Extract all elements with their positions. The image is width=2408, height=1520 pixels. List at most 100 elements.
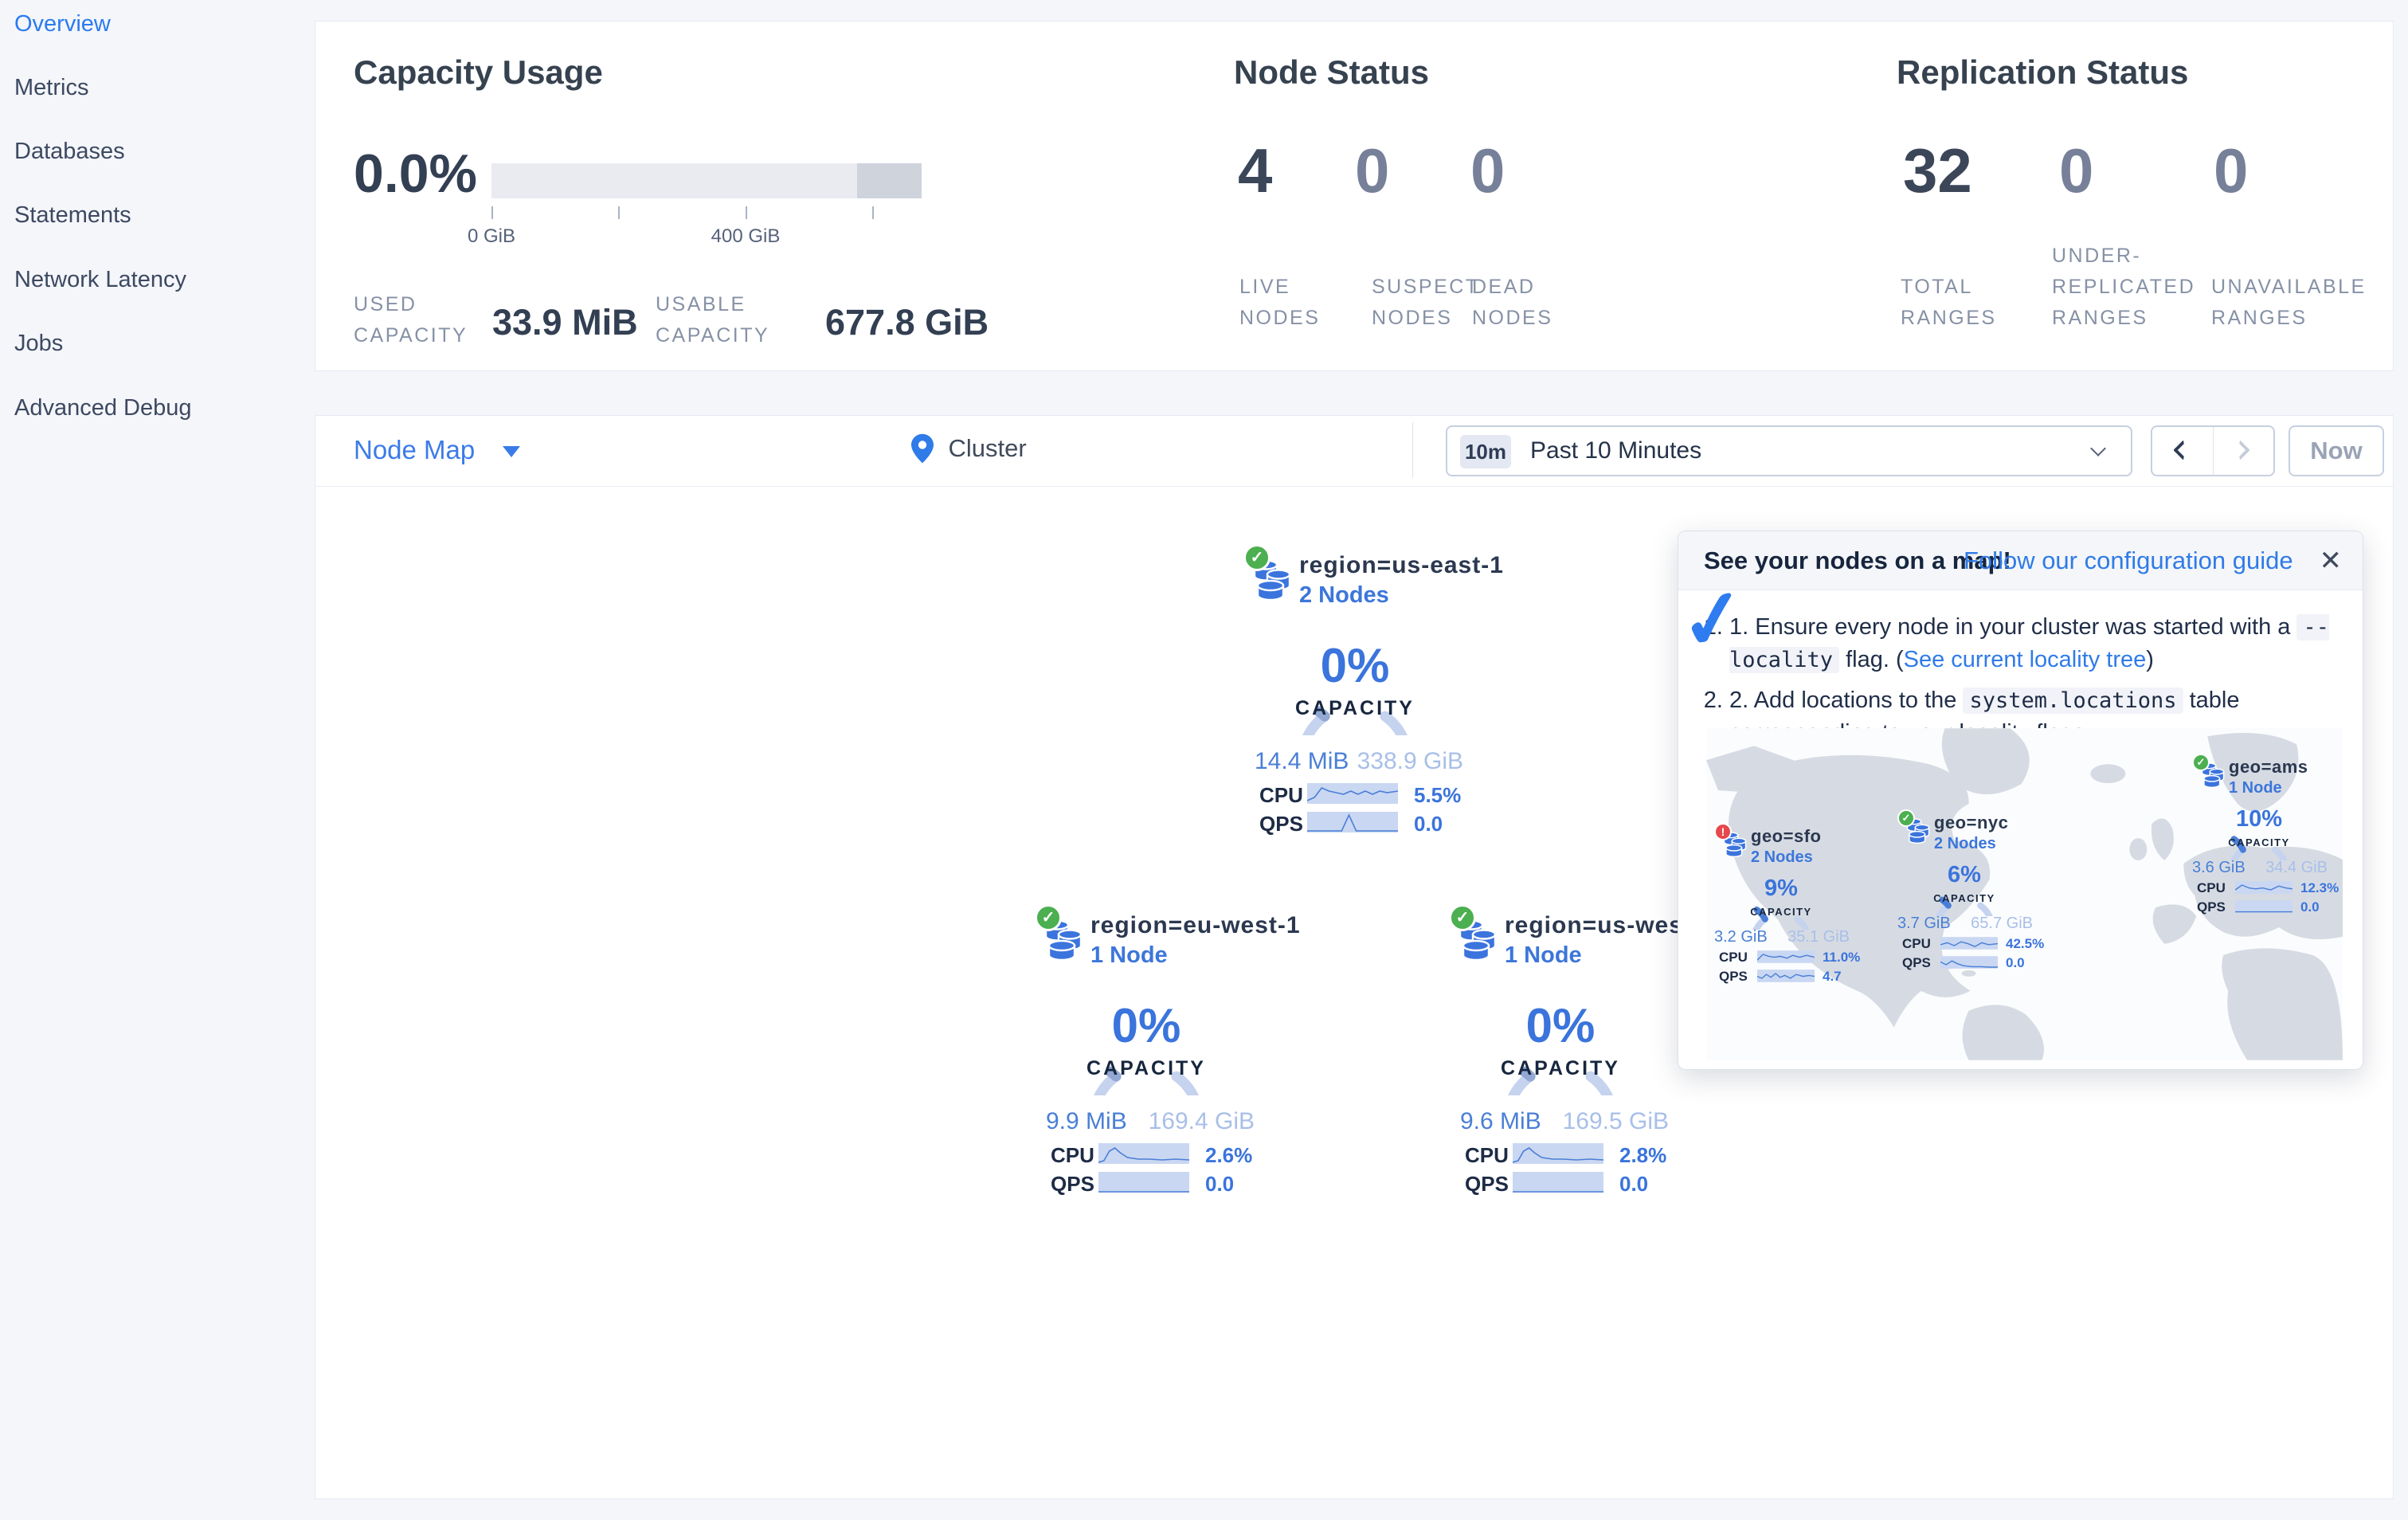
popup-step-1: 1. Ensure every node in your cluster was… — [1729, 611, 2339, 676]
example-used-capacity: 3.2 GiB — [1714, 928, 1768, 946]
chevron-down-icon — [503, 446, 521, 458]
region-total-capacity: 169.5 GiB — [1562, 1108, 1669, 1134]
cpu-label: CPU — [2197, 880, 2226, 895]
region-node-us-west-1[interactable]: ✓ region=us-west-1 1 Node 0% CAPACITY — [1449, 901, 1714, 1205]
sidebar-item-databases[interactable]: Databases — [14, 139, 125, 164]
view-mode-label: Node Map — [354, 435, 476, 464]
database-nodes-icon — [1459, 919, 1497, 962]
chevron-down-icon — [2090, 441, 2106, 456]
capacity-tick-label-min: 0 GiB — [467, 225, 516, 247]
cpu-value: 42.5% — [2006, 936, 2045, 951]
sidebar-item-statements[interactable]: Statements — [14, 202, 131, 228]
close-icon[interactable]: ✕ — [2319, 546, 2343, 576]
sidebar-item-metrics[interactable]: Metrics — [14, 75, 89, 100]
usable-capacity-label: USABLE CAPACITY — [656, 293, 770, 347]
qps-value: 0.0 — [1205, 1172, 1235, 1196]
locality-tree-link[interactable]: See current locality tree — [1903, 647, 2147, 672]
unavailable-ranges-label: UNAVAILABLE RANGES — [2211, 276, 2367, 329]
qps-value: 0.0 — [2300, 899, 2320, 915]
world-map-graphic — [1706, 728, 2343, 1060]
cpu-label: CPU — [1719, 950, 1748, 965]
qps-value: 0.0 — [1414, 812, 1443, 836]
qps-label: QPS — [1902, 955, 1931, 970]
node-map-config-popup: See your nodes on a map! Follow our conf… — [1674, 531, 2363, 1070]
time-range-badge: 10m — [1460, 435, 1511, 468]
gauge-capacity-label: CAPACITY — [2228, 836, 2290, 848]
example-node-map-image: ! geo=sfo 2 Nodes 9% CAPACIT — [1706, 728, 2343, 1060]
qps-value: 4.7 — [1823, 969, 1842, 984]
cpu-label: CPU — [1902, 936, 1931, 951]
usable-capacity-value: 677.8 GiB — [825, 302, 989, 343]
view-mode-dropdown[interactable]: Node Map — [354, 435, 521, 465]
gauge-percent: 0% — [1525, 999, 1596, 1052]
example-node-geo-sfo: ! geo=sfo 2 Nodes 9% CAPACIT — [1714, 820, 1860, 987]
capacity-usage-title: Capacity Usage — [354, 53, 603, 91]
configuration-guide-link[interactable]: Follow our configuration guide — [1964, 546, 2293, 574]
live-nodes-label: LIVE NODES — [1239, 276, 1321, 329]
cpu-sparkline — [1513, 1143, 1603, 1164]
healthy-check-icon: ✓ — [1449, 904, 1476, 931]
step-text: Ensure every node in your cluster was st… — [1755, 614, 2297, 640]
region-nodes-link[interactable]: 2 Nodes — [1299, 582, 1389, 608]
cpu-sparkline — [1098, 1143, 1189, 1164]
region-total-capacity: 169.4 GiB — [1148, 1108, 1255, 1134]
step-done-check-icon: ✓ — [1674, 570, 1753, 669]
now-button[interactable]: Now — [2289, 425, 2384, 476]
region-total-capacity: 338.9 GiB — [1357, 748, 1463, 774]
toolbar-divider — [1412, 422, 1413, 478]
region-node-us-east-1[interactable]: ✓ region=us-east-1 2 Nodes 0% CAPACITY — [1243, 541, 1503, 845]
example-node-count: 2 Nodes — [1751, 848, 1813, 866]
used-capacity-label: USED CAPACITY — [354, 293, 468, 347]
region-nodes-link[interactable]: 1 Node — [1090, 942, 1168, 968]
total-ranges-count: 32 — [1903, 135, 1972, 206]
qps-sparkline — [1940, 956, 1998, 969]
example-node-geo-nyc: ✓ geo=nyc 2 Nodes 6% CAPACIT — [1897, 806, 2045, 974]
region-node-eu-west-1[interactable]: ✓ region=eu-west-1 1 Node 0% CAPACITY — [1035, 901, 1300, 1205]
sidebar-item-jobs[interactable]: Jobs — [14, 331, 64, 356]
qps-value: 0.0 — [1619, 1172, 1649, 1196]
cpu-value: 5.5% — [1414, 783, 1462, 807]
popup-header: See your nodes on a map! Follow our conf… — [1678, 531, 2363, 590]
qps-value: 0.0 — [2006, 955, 2025, 970]
time-next-button[interactable] — [2212, 427, 2273, 475]
example-total-capacity: 35.1 GiB — [1787, 928, 1850, 946]
time-prev-button[interactable] — [2152, 427, 2214, 475]
cpu-label: CPU — [1465, 1143, 1509, 1167]
dead-nodes-label: DEAD NODES — [1472, 276, 1553, 329]
example-node-name: geo=sfo — [1751, 826, 1822, 846]
database-nodes-icon — [1044, 919, 1083, 962]
gauge-percent: 10% — [2235, 806, 2283, 832]
suspect-nodes-count: 0 — [1355, 135, 1390, 206]
healthy-check-icon: ✓ — [1035, 904, 1062, 931]
capacity-percent: 0.0% — [354, 143, 477, 204]
time-range-label: Past 10 Minutes — [1530, 437, 1702, 464]
time-range-dropdown[interactable]: 10m Past 10 Minutes — [1446, 425, 2132, 476]
cpu-sparkline — [2235, 881, 2292, 894]
qps-label: QPS — [1719, 969, 1748, 984]
qps-sparkline — [1757, 970, 1815, 982]
sidebar-item-overview[interactable]: Overview — [14, 11, 111, 37]
gauge-capacity-label: CAPACITY — [1933, 892, 1995, 904]
sidebar-item-advanced-debug[interactable]: Advanced Debug — [14, 395, 192, 421]
step-number: 2. — [1729, 688, 1749, 713]
capacity-tick-400 — [746, 206, 747, 219]
gauge-capacity-label: CAPACITY — [1750, 906, 1812, 918]
qps-label: QPS — [1051, 1172, 1094, 1196]
example-node-count: 2 Nodes — [1934, 835, 1996, 852]
popup-title: See your nodes on a map! — [1704, 546, 2011, 574]
database-nodes-icon — [1253, 559, 1291, 601]
gauge-capacity-label: CAPACITY — [1501, 1057, 1620, 1079]
region-used-capacity: 9.6 MiB — [1460, 1108, 1541, 1134]
sidebar-item-network-latency[interactable]: Network Latency — [14, 267, 186, 292]
healthy-check-icon: ✓ — [1243, 544, 1271, 571]
qps-label: QPS — [1465, 1172, 1509, 1196]
gauge-percent: 9% — [1764, 876, 1798, 901]
region-nodes-link[interactable]: 1 Node — [1505, 942, 1582, 968]
cpu-value: 2.6% — [1205, 1143, 1253, 1167]
replication-status-title: Replication Status — [1897, 53, 2189, 91]
total-ranges-label: TOTAL RANGES — [1901, 276, 1997, 329]
breadcrumb[interactable]: Cluster — [911, 433, 1027, 464]
under-replicated-ranges-label: UNDER-REPLICATED RANGES — [2052, 245, 2196, 329]
step-text: Add locations to the — [1753, 688, 1964, 713]
